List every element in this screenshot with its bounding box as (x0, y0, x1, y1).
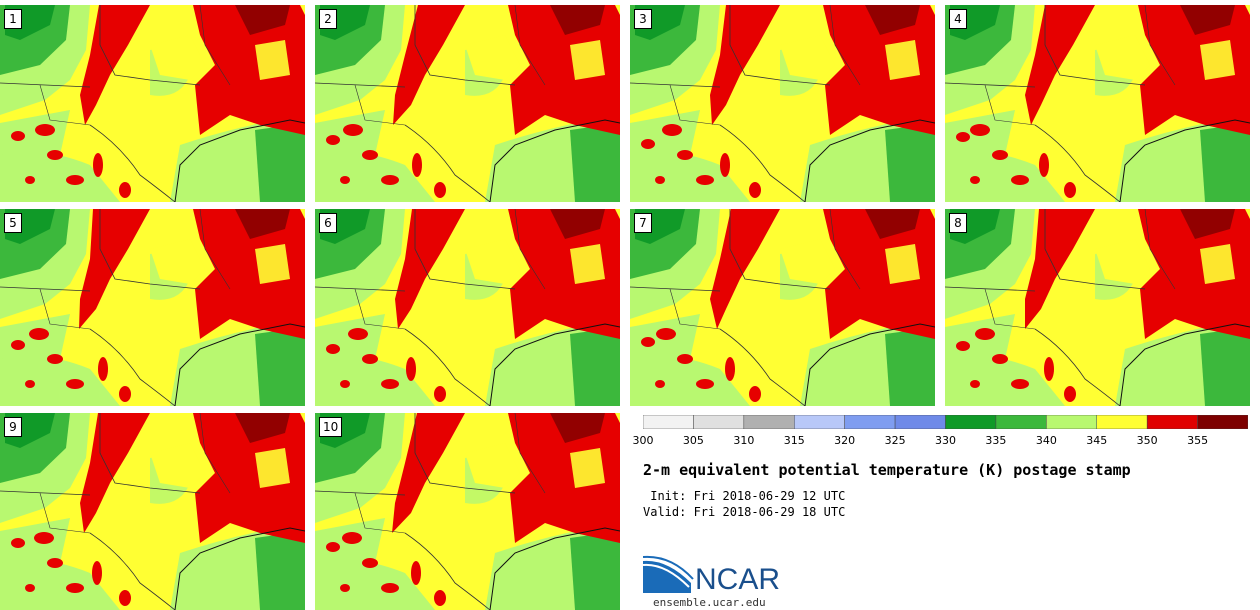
member-panel: 10 (315, 413, 620, 610)
member-map (630, 209, 935, 406)
member-map (0, 5, 305, 202)
init-time: Init: Fri 2018-06-29 12 UTC (643, 489, 846, 503)
colorbar-segment (844, 415, 896, 429)
member-number-label: 3 (634, 9, 652, 29)
member-map (0, 413, 305, 610)
member-number-label: 9 (4, 417, 22, 437)
colorbar-tick-label: 335 (985, 434, 1007, 447)
colorbar-segment (1146, 415, 1198, 429)
member-number-label: 8 (949, 213, 967, 233)
colorbar-segment (894, 415, 946, 429)
colorbar-segment (643, 415, 694, 429)
member-map (0, 209, 305, 406)
member-panel: 2 (315, 5, 620, 202)
member-number-label: 2 (319, 9, 337, 29)
member-number-label: 1 (4, 9, 22, 29)
svg-text:NCAR: NCAR (695, 563, 780, 593)
colorbar-tick-label: 300 (632, 434, 654, 447)
chart-title: 2-m equivalent potential temperature (K)… (643, 461, 1131, 479)
member-panel: 4 (945, 5, 1250, 202)
member-panel: 9 (0, 413, 305, 610)
member-panel: 7 (630, 209, 935, 406)
member-map (315, 209, 620, 406)
colorbar-tick-label: 320 (834, 434, 856, 447)
colorbar-segment (693, 415, 745, 429)
colorbar-tick-label: 345 (1086, 434, 1108, 447)
member-panel: 3 (630, 5, 935, 202)
colorbar-tick-label: 310 (733, 434, 755, 447)
colorbar-tick-label: 340 (1035, 434, 1057, 447)
colorbar-segment (743, 415, 795, 429)
member-number-label: 4 (949, 9, 967, 29)
ncar-logo: NCAR (643, 555, 780, 593)
colorbar-segment (945, 415, 997, 429)
member-map (945, 5, 1250, 202)
colorbar-segment (1197, 415, 1248, 429)
member-number-label: 5 (4, 213, 22, 233)
colorbar-segment (1046, 415, 1098, 429)
colorbar (643, 415, 1248, 429)
valid-time: Valid: Fri 2018-06-29 18 UTC (643, 505, 846, 519)
member-panel: 1 (0, 5, 305, 202)
member-map (630, 5, 935, 202)
site-url: ensemble.ucar.edu (653, 596, 766, 609)
member-panel: 6 (315, 209, 620, 406)
colorbar-tick-label: 325 (884, 434, 906, 447)
colorbar-tick-label: 350 (1136, 434, 1158, 447)
colorbar-tick-label: 355 (1187, 434, 1209, 447)
colorbar-segment (794, 415, 845, 429)
member-map (315, 413, 620, 610)
member-panel: 8 (945, 209, 1250, 406)
member-panel: 5 (0, 209, 305, 406)
member-number-label: 10 (319, 417, 343, 437)
colorbar-tick-label: 315 (783, 434, 805, 447)
colorbar-tick-label: 305 (682, 434, 704, 447)
member-map (315, 5, 620, 202)
member-number-label: 7 (634, 213, 652, 233)
colorbar-tick-label: 330 (935, 434, 956, 447)
colorbar-segment (995, 415, 1047, 429)
member-number-label: 6 (319, 213, 337, 233)
colorbar-segment (1096, 415, 1148, 429)
member-map (945, 209, 1250, 406)
